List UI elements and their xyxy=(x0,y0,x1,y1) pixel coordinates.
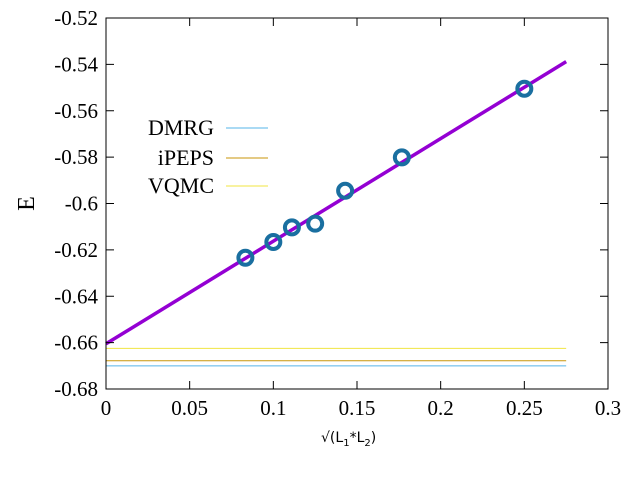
fit-line-group xyxy=(105,60,568,346)
x-axis-label: √(L1*L2) xyxy=(321,430,376,449)
x-tick-label: 0 xyxy=(101,396,112,420)
x-axis-label-close: ) xyxy=(371,430,376,446)
y-tick-label: -0.66 xyxy=(54,331,98,355)
y-tick-label: -0.56 xyxy=(54,99,98,123)
legend-label-vqmc: VQMC xyxy=(148,173,214,198)
axis-ticks xyxy=(105,17,609,390)
reference-lines xyxy=(106,347,567,367)
chart-legend: DMRG iPEPS VQMC xyxy=(148,115,268,198)
y-tick-label: -0.58 xyxy=(54,145,98,169)
data-point xyxy=(282,218,301,237)
data-point xyxy=(236,248,255,267)
y-axis-label: E xyxy=(14,196,40,211)
y-tick-label: -0.68 xyxy=(54,377,98,401)
y-tick-labels: -0.68 -0.66 -0.64 -0.62 -0.6 -0.58 -0.56 -0.54 -… xyxy=(54,6,98,401)
x-axis-label-sub1: 1 xyxy=(343,438,349,449)
y-tick-label: -0.64 xyxy=(54,284,98,308)
x-axis-label-mid: *L xyxy=(350,430,365,446)
legend-label-dmrg: DMRG xyxy=(148,115,214,140)
data-point xyxy=(264,232,283,251)
x-tick-labels: 0 0.05 0.1 0.15 0.2 0.25 0.3 xyxy=(101,396,621,420)
data-point xyxy=(392,148,411,167)
y-tick-label: -0.52 xyxy=(54,6,98,30)
x-tick-label: 0.15 xyxy=(339,396,376,420)
plot-frame xyxy=(105,17,609,390)
x-axis-label-root: √(L xyxy=(321,430,343,446)
y-tick-label: -0.54 xyxy=(54,52,98,76)
x-tick-label: 0.25 xyxy=(506,396,543,420)
x-tick-label: 0.05 xyxy=(171,396,208,420)
data-points xyxy=(236,79,534,267)
x-tick-label: 0.3 xyxy=(595,396,621,420)
fit-line xyxy=(105,60,568,346)
data-point xyxy=(515,79,534,98)
x-tick-label: 0.2 xyxy=(428,396,454,420)
y-tick-label: -0.6 xyxy=(65,192,98,216)
legend-label-ipeps: iPEPS xyxy=(158,145,214,170)
x-tick-label: 0.1 xyxy=(260,396,286,420)
data-point xyxy=(336,181,355,200)
x-axis-label-sub2: 2 xyxy=(364,438,370,449)
data-point xyxy=(306,214,325,233)
y-tick-label: -0.62 xyxy=(54,238,98,262)
